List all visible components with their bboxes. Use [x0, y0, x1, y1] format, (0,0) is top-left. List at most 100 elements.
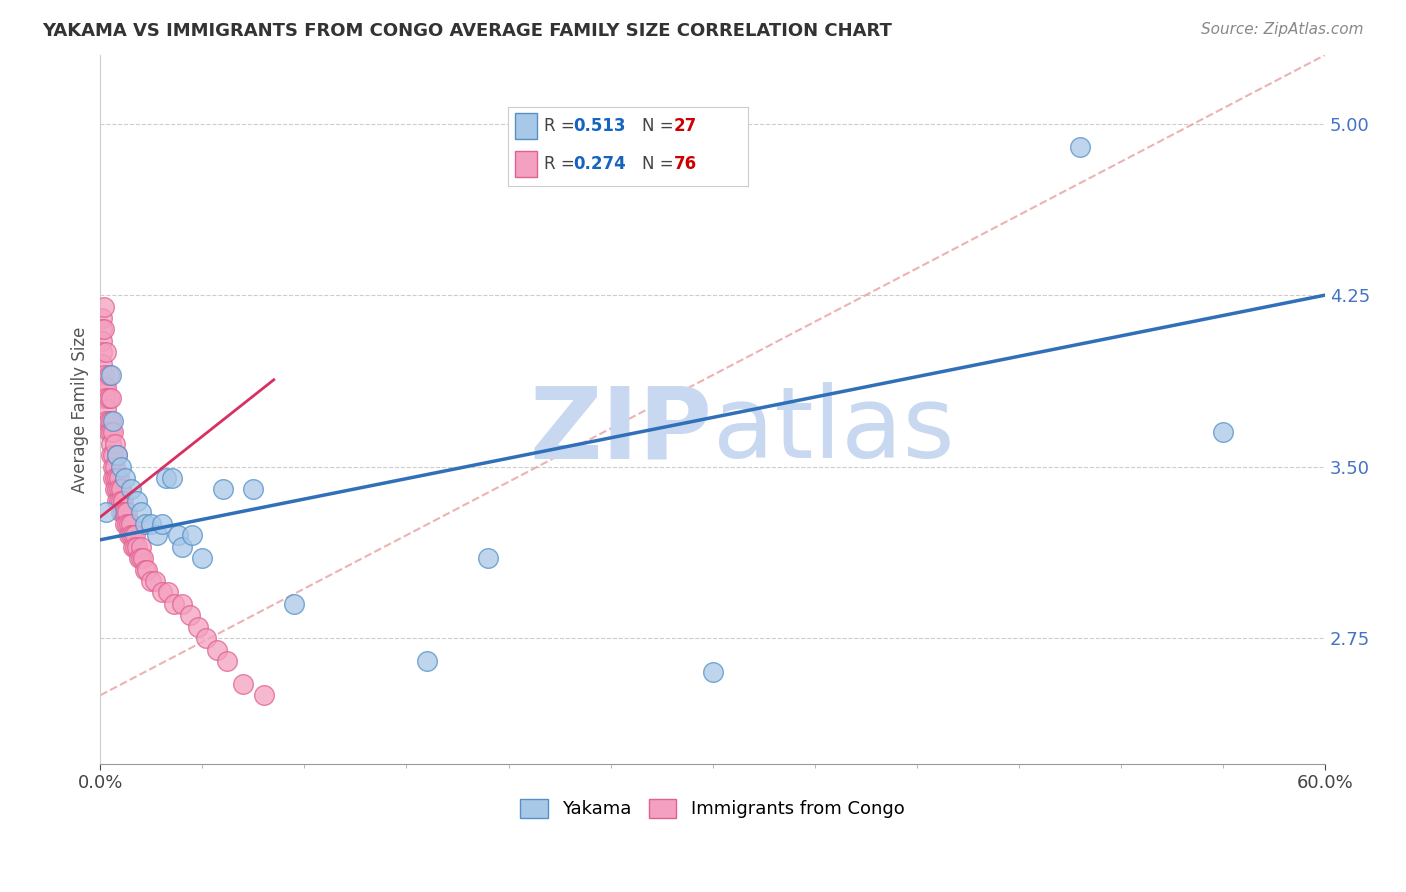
Point	[115, 505, 138, 519]
Point	[96, 414, 118, 428]
Point	[150, 585, 173, 599]
Point	[132, 551, 155, 566]
Point	[170, 540, 193, 554]
Text: ZIP: ZIP	[530, 383, 713, 479]
Point	[96, 345, 118, 359]
Point	[160, 471, 183, 485]
Point	[283, 597, 305, 611]
Text: 0.513: 0.513	[572, 117, 626, 135]
Point	[101, 448, 124, 462]
Point	[477, 551, 499, 566]
Point	[104, 471, 127, 485]
Point	[100, 414, 122, 428]
Point	[91, 311, 114, 326]
Point	[96, 505, 118, 519]
Point	[110, 459, 132, 474]
Point	[105, 448, 128, 462]
Point	[156, 585, 179, 599]
Point	[100, 448, 122, 462]
Point	[134, 516, 156, 531]
Point	[111, 494, 134, 508]
Point	[167, 528, 190, 542]
Point	[91, 334, 114, 348]
Point	[97, 425, 120, 440]
Text: 0.274: 0.274	[572, 155, 626, 173]
Point	[105, 471, 128, 485]
Text: 76: 76	[673, 155, 696, 173]
Point	[141, 516, 163, 531]
Point	[97, 414, 120, 428]
Point	[97, 368, 120, 383]
Point	[134, 562, 156, 576]
Point	[96, 379, 118, 393]
Point	[141, 574, 163, 588]
Point	[114, 471, 136, 485]
Point	[242, 483, 264, 497]
Point	[101, 459, 124, 474]
Point	[100, 425, 122, 440]
Text: N =: N =	[643, 117, 679, 135]
Point	[93, 379, 115, 393]
Point	[125, 540, 148, 554]
Point	[155, 471, 177, 485]
Point	[91, 345, 114, 359]
Point	[145, 574, 167, 588]
Point	[100, 437, 122, 451]
Point	[120, 483, 142, 497]
Point	[100, 368, 122, 383]
Point	[179, 608, 201, 623]
Point	[93, 391, 115, 405]
Point	[702, 665, 724, 680]
Point	[104, 437, 127, 451]
Point	[93, 322, 115, 336]
Point	[91, 322, 114, 336]
Point	[122, 540, 145, 554]
Point	[252, 688, 274, 702]
Point	[124, 540, 146, 554]
Point	[118, 528, 141, 542]
Point	[129, 505, 152, 519]
Point	[105, 448, 128, 462]
Legend: Yakama, Immigrants from Congo: Yakama, Immigrants from Congo	[513, 792, 912, 826]
Text: atlas: atlas	[713, 383, 955, 479]
Point	[91, 357, 114, 371]
Point	[120, 528, 142, 542]
Point	[115, 516, 138, 531]
Point	[101, 425, 124, 440]
Point	[1069, 139, 1091, 153]
Point	[205, 642, 228, 657]
Point	[120, 516, 142, 531]
Text: R =: R =	[544, 117, 581, 135]
Y-axis label: Average Family Size: Average Family Size	[72, 326, 89, 492]
Point	[191, 551, 214, 566]
Point	[128, 551, 150, 566]
Point	[101, 471, 124, 485]
Point	[125, 494, 148, 508]
Point	[96, 402, 118, 417]
Point	[96, 391, 118, 405]
Point	[114, 505, 136, 519]
Text: 27: 27	[673, 117, 697, 135]
Text: YAKAMA VS IMMIGRANTS FROM CONGO AVERAGE FAMILY SIZE CORRELATION CHART: YAKAMA VS IMMIGRANTS FROM CONGO AVERAGE …	[42, 22, 891, 40]
Point	[163, 597, 186, 611]
Point	[195, 631, 218, 645]
Point	[105, 494, 128, 508]
Point	[181, 528, 204, 542]
Point	[104, 459, 127, 474]
Point	[118, 516, 141, 531]
Point	[146, 528, 169, 542]
Point	[107, 494, 129, 508]
Point	[1212, 425, 1234, 440]
Point	[211, 483, 233, 497]
Point	[105, 483, 128, 497]
Point	[107, 483, 129, 497]
Point	[107, 471, 129, 485]
Point	[100, 391, 122, 405]
Bar	[515, 152, 537, 177]
Point	[170, 597, 193, 611]
Point	[215, 654, 238, 668]
Point	[136, 562, 159, 576]
Point	[110, 505, 132, 519]
Point	[232, 677, 254, 691]
Point	[114, 516, 136, 531]
